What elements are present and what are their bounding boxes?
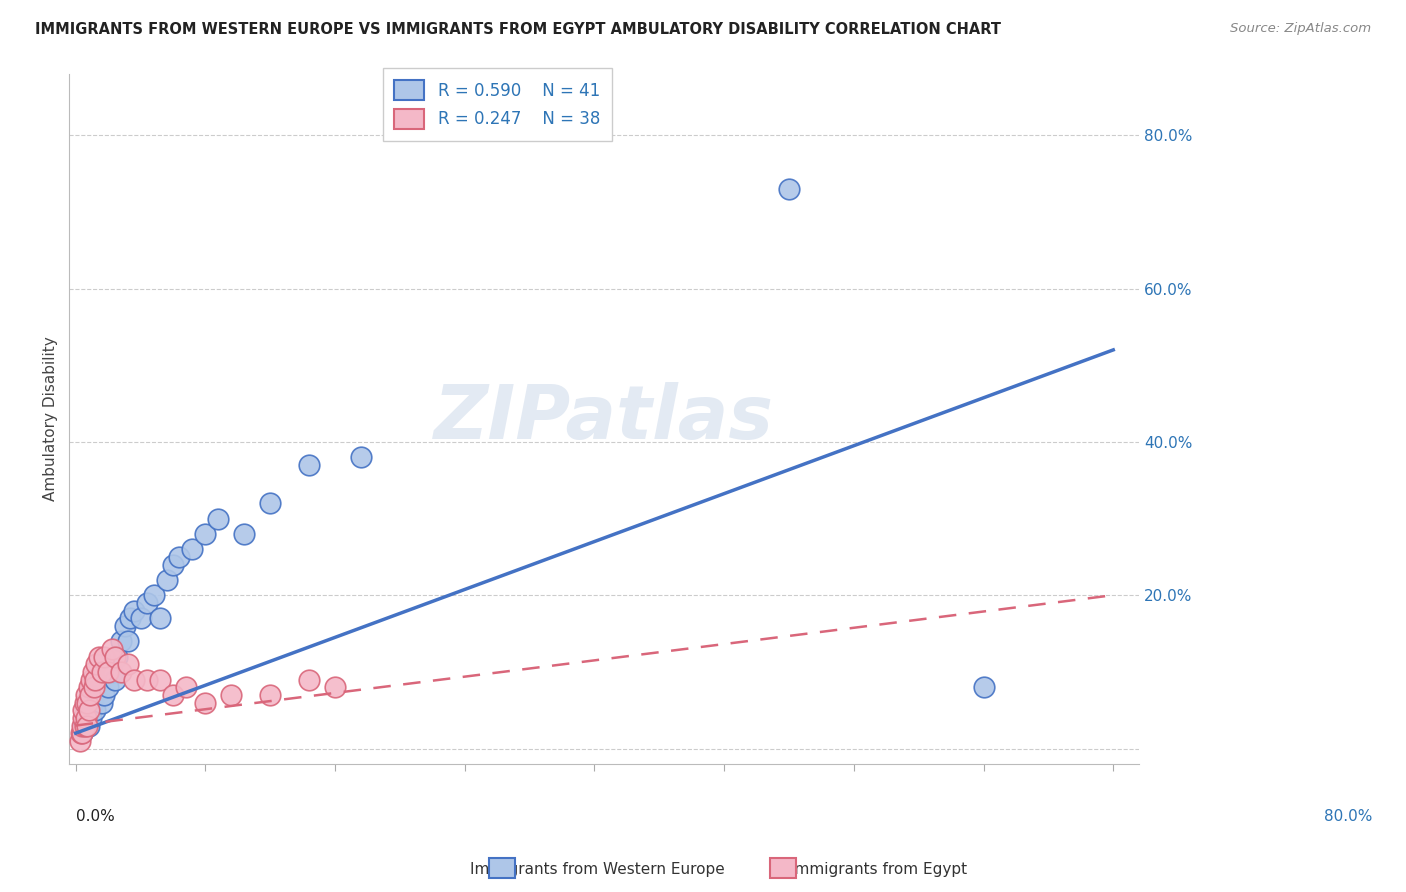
Point — [76, 718, 98, 732]
Point — [90, 665, 112, 679]
Text: Immigrants from Egypt: Immigrants from Egypt — [790, 863, 967, 877]
Point — [233, 527, 256, 541]
Text: Source: ZipAtlas.com: Source: ZipAtlas.com — [1230, 22, 1371, 36]
Point — [101, 641, 124, 656]
Point — [298, 673, 321, 687]
Point — [122, 603, 145, 617]
Point — [72, 703, 94, 717]
Point — [70, 726, 93, 740]
Point — [93, 688, 115, 702]
Point — [75, 703, 97, 717]
Point — [79, 688, 101, 702]
Point — [114, 619, 136, 633]
Point — [77, 718, 100, 732]
Point — [129, 611, 152, 625]
Point — [194, 696, 217, 710]
Point — [82, 665, 104, 679]
Point — [136, 673, 159, 687]
Legend: R = 0.590    N = 41, R = 0.247    N = 38: R = 0.590 N = 41, R = 0.247 N = 38 — [382, 69, 612, 141]
Point — [101, 665, 124, 679]
Text: Immigrants from Western Europe: Immigrants from Western Europe — [470, 863, 725, 877]
Point — [149, 611, 172, 625]
Point — [93, 649, 115, 664]
Point — [350, 450, 373, 465]
Point — [221, 688, 243, 702]
Point — [86, 680, 108, 694]
Point — [298, 458, 321, 472]
Point — [72, 718, 94, 732]
Point — [70, 718, 93, 732]
Point — [77, 703, 100, 717]
Point — [84, 673, 107, 687]
Point — [194, 527, 217, 541]
Point — [117, 634, 139, 648]
Point — [76, 696, 98, 710]
Text: IMMIGRANTS FROM WESTERN EUROPE VS IMMIGRANTS FROM EGYPT AMBULATORY DISABILITY CO: IMMIGRANTS FROM WESTERN EUROPE VS IMMIGR… — [35, 22, 1001, 37]
Point — [110, 665, 132, 679]
Point — [110, 634, 132, 648]
Point — [162, 688, 184, 702]
Point — [80, 711, 103, 725]
Y-axis label: Ambulatory Disability: Ambulatory Disability — [44, 336, 58, 501]
Point — [79, 688, 101, 702]
Point — [86, 657, 108, 672]
Point — [104, 649, 127, 664]
Point — [69, 734, 91, 748]
Point — [155, 573, 177, 587]
Point — [181, 542, 204, 557]
Point — [76, 696, 98, 710]
Point — [973, 680, 995, 694]
Point — [778, 182, 800, 196]
Text: 0.0%: 0.0% — [76, 809, 114, 823]
Point — [83, 680, 105, 694]
Point — [77, 703, 100, 717]
Text: 80.0%: 80.0% — [1324, 809, 1372, 823]
Point — [207, 511, 229, 525]
Text: ZIPatlas: ZIPatlas — [434, 383, 775, 456]
Point — [73, 696, 96, 710]
Point — [174, 680, 197, 694]
Point — [90, 696, 112, 710]
Point — [82, 696, 104, 710]
Point — [169, 549, 191, 564]
Point — [117, 657, 139, 672]
Point — [75, 711, 97, 725]
Point — [87, 649, 110, 664]
Point — [70, 726, 93, 740]
Point — [259, 496, 281, 510]
Point — [72, 711, 94, 725]
Point — [104, 673, 127, 687]
Point — [142, 588, 165, 602]
Point — [136, 596, 159, 610]
Point — [120, 611, 142, 625]
Point — [87, 673, 110, 687]
Point — [70, 726, 93, 740]
Point — [105, 649, 128, 664]
Point — [75, 688, 97, 702]
Point — [73, 711, 96, 725]
Point — [73, 718, 96, 732]
Point — [80, 673, 103, 687]
Point — [259, 688, 281, 702]
Point — [162, 558, 184, 572]
Point — [97, 680, 120, 694]
Point — [77, 680, 100, 694]
Point — [97, 665, 120, 679]
Point — [149, 673, 172, 687]
Point — [84, 703, 107, 717]
Point — [122, 673, 145, 687]
Point — [323, 680, 346, 694]
Point — [83, 688, 105, 702]
